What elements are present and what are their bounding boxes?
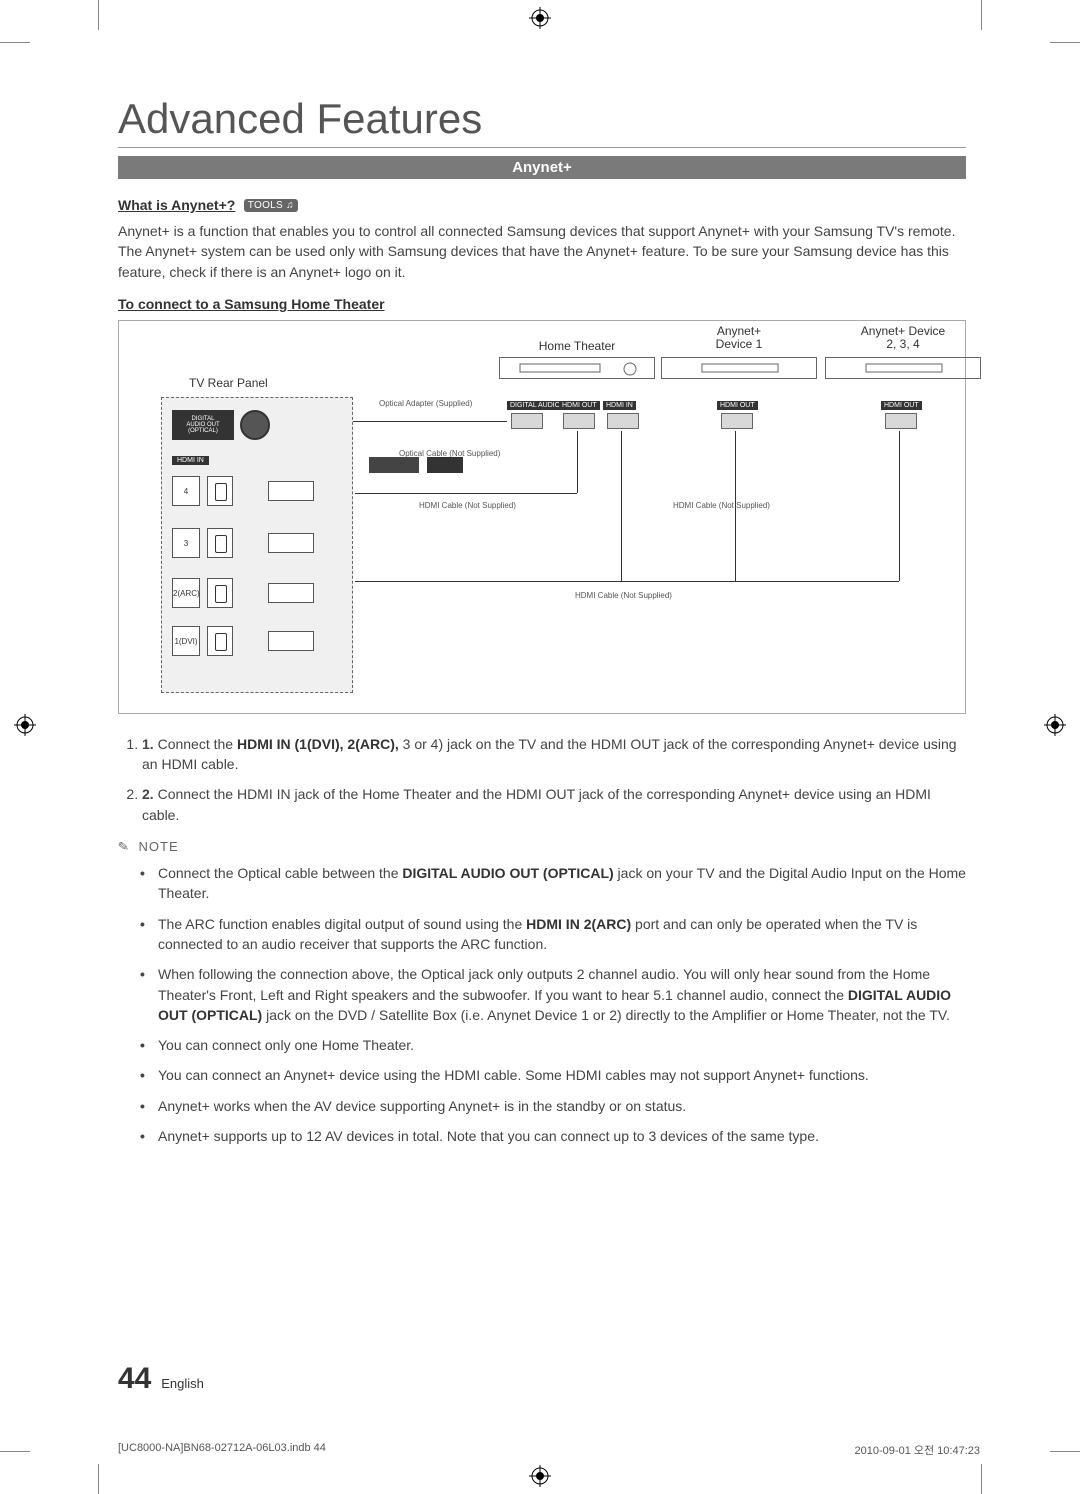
hdmi-cable-label: HDMI Cable (Not Supplied) <box>575 591 672 600</box>
section-heading: Anynet+ <box>118 156 966 179</box>
hdmi-out-label: HDMI OUT <box>717 401 758 410</box>
home-theater-box <box>499 357 655 379</box>
what-is-row: What is Anynet+? TOOLS ♫ <box>118 197 966 215</box>
optical-plug-icon <box>369 457 419 473</box>
device-icon <box>500 358 656 380</box>
note-item: When following the connection above, the… <box>158 964 966 1025</box>
crop-mark <box>1050 42 1080 43</box>
hdmi-port-2: 2(ARC) <box>172 578 344 610</box>
hdmi-out-label: HDMI OUT <box>881 401 922 410</box>
note-item: Anynet+ supports up to 12 AV devices in … <box>158 1126 966 1146</box>
note-item: Anynet+ works when the AV device support… <box>158 1096 966 1116</box>
print-time: 2010-09-01 오전 10:47:23 <box>855 1442 980 1458</box>
note-item: The ARC function enables digital output … <box>158 914 966 955</box>
page-title: Advanced Features <box>118 95 966 148</box>
note-item: You can connect only one Home Theater. <box>158 1035 966 1055</box>
hdmi-port-4: 4 <box>172 476 344 508</box>
registration-mark-icon <box>529 7 551 29</box>
note-icon: ✎ <box>117 838 131 856</box>
wire <box>735 431 736 581</box>
page-footer: 44 English <box>118 1362 204 1396</box>
optical-adapter-label: Optical Adapter (Supplied) <box>379 399 472 408</box>
step-text: Connect the HDMI IN jack of the Home The… <box>142 786 931 822</box>
port-icon <box>885 413 917 429</box>
connection-diagram: TV Rear Panel Home Theater Anynet+Device… <box>118 320 966 714</box>
device1-box <box>661 357 817 379</box>
hdmi-shape-icon <box>207 528 233 558</box>
anynet-device234-label: Anynet+ Device2, 3, 4 <box>825 325 981 351</box>
note-item: You can connect an Anynet+ device using … <box>158 1065 966 1085</box>
tv-rear-panel: DIGITALAUDIO OUT(OPTICAL) HDMI IN 4 3 2(… <box>161 397 353 693</box>
step-item: 2. Connect the HDMI IN jack of the Home … <box>142 784 966 825</box>
hdmi-port-3: 3 <box>172 528 344 560</box>
note-heading: ✎ NOTE <box>118 839 966 855</box>
tv-panel-label: TV Rear Panel <box>189 376 268 390</box>
hdmi-cable-label: HDMI Cable (Not Supplied) <box>673 501 770 510</box>
tools-badge: TOOLS ♫ <box>244 199 298 212</box>
intro-paragraph: Anynet+ is a function that enables you t… <box>118 221 966 282</box>
home-theater-label: Home Theater <box>499 339 655 353</box>
crop-mark <box>98 1464 99 1494</box>
crop-mark <box>981 0 982 30</box>
digital-audio-out-label: DIGITALAUDIO OUT(OPTICAL) <box>172 410 234 440</box>
hdmi-plug-icon <box>268 533 314 553</box>
hdmi-num-4: 4 <box>172 476 200 506</box>
registration-mark-icon <box>1044 714 1066 736</box>
crop-mark <box>0 42 30 43</box>
print-file: [UC8000-NA]BN68-02712A-06L03.indb 44 <box>118 1442 326 1458</box>
port-icon <box>563 413 595 429</box>
hdmi-shape-icon <box>207 626 233 656</box>
anynet-device1-label: Anynet+Device 1 <box>661 325 817 351</box>
optical-port-icon <box>240 410 270 440</box>
hdmi-in-label: HDMI IN <box>172 456 209 465</box>
wire <box>621 431 622 581</box>
page-number: 44 <box>118 1362 151 1395</box>
step-item: 1. Connect the HDMI IN (1(DVI), 2(ARC), … <box>142 734 966 775</box>
crop-mark <box>1050 1451 1080 1452</box>
step-bold: HDMI IN (1(DVI), 2(ARC), <box>237 736 399 752</box>
note-item: Connect the Optical cable between the DI… <box>158 863 966 904</box>
wire <box>355 581 899 582</box>
hdmi-num-3: 3 <box>172 528 200 558</box>
hdmi-port-1: 1(DVI) <box>172 626 344 658</box>
hdmi-num-1: 1(DVI) <box>172 626 200 656</box>
hdmi-out-label: HDMI OUT <box>559 401 600 410</box>
hdmi-plug-icon <box>268 631 314 651</box>
wire <box>899 431 900 581</box>
crop-mark <box>0 1451 30 1452</box>
step-number: 1. <box>142 736 154 752</box>
registration-mark-icon <box>14 714 36 736</box>
what-is-heading: What is Anynet+? <box>118 197 235 213</box>
port-icon <box>721 413 753 429</box>
hdmi-plug-icon <box>268 583 314 603</box>
optical-plug-icon <box>427 457 463 473</box>
note-label: NOTE <box>139 839 179 854</box>
hdmi-cable-label: HDMI Cable (Not Supplied) <box>419 501 516 510</box>
wire <box>355 493 577 494</box>
connect-heading: To connect to a Samsung Home Theater <box>118 296 966 312</box>
page-content: Advanced Features Anynet+ What is Anynet… <box>118 95 966 1156</box>
device-icon <box>826 358 982 380</box>
port-icon <box>511 413 543 429</box>
wire <box>577 431 578 493</box>
language-label: English <box>161 1376 204 1391</box>
crop-mark <box>981 1464 982 1494</box>
print-footer: [UC8000-NA]BN68-02712A-06L03.indb 44 201… <box>118 1442 980 1458</box>
notes-list: Connect the Optical cable between the DI… <box>118 863 966 1146</box>
step-text: Connect the <box>158 736 237 752</box>
device-icon <box>662 358 818 380</box>
hdmi-plug-icon <box>268 481 314 501</box>
registration-mark-icon <box>529 1465 551 1487</box>
steps-list: 1. Connect the HDMI IN (1(DVI), 2(ARC), … <box>118 734 966 825</box>
hdmi-in-label: HDMI IN <box>603 401 636 410</box>
device234-box <box>825 357 981 379</box>
port-icon <box>607 413 639 429</box>
hdmi-shape-icon <box>207 578 233 608</box>
crop-mark <box>98 0 99 30</box>
hdmi-num-2: 2(ARC) <box>172 578 200 608</box>
hdmi-shape-icon <box>207 476 233 506</box>
step-number: 2. <box>142 786 154 802</box>
